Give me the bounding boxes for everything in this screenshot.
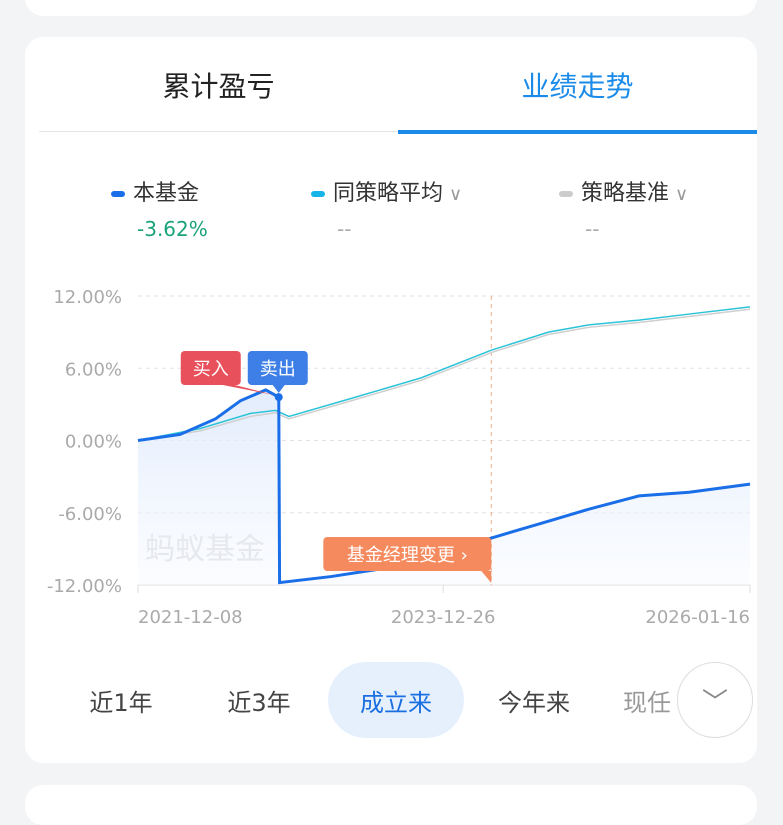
sell-label: 卖出 [260, 359, 296, 380]
chevron-down-icon[interactable]: ∨ [449, 184, 463, 205]
previous-card [25, 0, 757, 16]
x-tick-label: 2026-01-16 [645, 607, 750, 628]
x-tick-label: 2023-12-26 [391, 607, 496, 628]
period-current-manager[interactable]: 现任 [623, 688, 671, 717]
sell-point [274, 393, 283, 402]
expand-periods-button[interactable]: ﹀ [677, 662, 753, 738]
tab-cumulative-pnl[interactable]: 累计盈亏 [162, 69, 275, 103]
x-tick-label: 2021-12-08 [138, 607, 243, 628]
chevron-down-icon[interactable]: ∨ [675, 184, 689, 205]
fund-return: -3.62% [137, 217, 208, 241]
legend-peer-average[interactable]: 同策略平均 ∨ -- [311, 175, 462, 241]
buy-marker [180, 351, 241, 385]
manager-change-pointer [481, 571, 492, 583]
performance-chart: 12.00% 6.00% 0.00% -6.00% -12.00% 2021-12-08 2… [47, 287, 751, 628]
manager-change-badge[interactable] [323, 537, 492, 571]
performance-card: 累计盈亏 业绩走势 本基金 -3.62% 同策略平均 ∨ -- 策略基准 ∨ -- … [25, 37, 757, 763]
legend-label: 本基金 [133, 181, 200, 206]
series-line-2 [137, 308, 751, 442]
series-line-1 [137, 306, 751, 442]
sell-marker [247, 351, 308, 385]
peer-swatch [311, 191, 325, 197]
benchmark-swatch [559, 191, 573, 197]
period-ytd[interactable]: 今年来 [498, 688, 570, 717]
manager-change-label: 基金经理变更 › [347, 545, 468, 566]
fund-area [138, 389, 750, 585]
tab-bar: 累计盈亏 业绩走势 [39, 37, 757, 134]
period-since-inception[interactable]: 成立来 [328, 662, 464, 738]
series-line-0 [137, 388, 751, 585]
benchmark-return: -- [585, 217, 600, 241]
y-tick-label: 6.00% [65, 359, 122, 380]
y-tick-label: -6.00% [58, 504, 122, 525]
buy-label: 买入 [193, 359, 229, 380]
period-3y[interactable]: 近3年 [227, 688, 291, 717]
y-tick-label: -12.00% [47, 576, 122, 597]
next-card [25, 785, 757, 825]
legend-label: 同策略平均 [333, 181, 444, 206]
sell-pointer [272, 385, 285, 393]
buy-pointer [222, 385, 275, 396]
legend-label: 策略基准 [581, 181, 670, 206]
legend-benchmark[interactable]: 策略基准 ∨ -- [559, 175, 688, 241]
period-1y[interactable]: 近1年 [89, 688, 153, 717]
y-tick-label: 0.00% [65, 432, 122, 453]
period-selector: 近1年 近3年 成立来 今年来 现任 [25, 662, 757, 738]
fund-swatch [111, 191, 125, 197]
peer-return: -- [337, 217, 352, 241]
y-tick-label: 12.00% [53, 287, 122, 308]
tab-performance-trend[interactable]: 业绩走势 [398, 37, 757, 134]
chevron-down-icon: ﹀ [701, 687, 728, 718]
legend-fund: 本基金 -3.62% [111, 175, 208, 241]
